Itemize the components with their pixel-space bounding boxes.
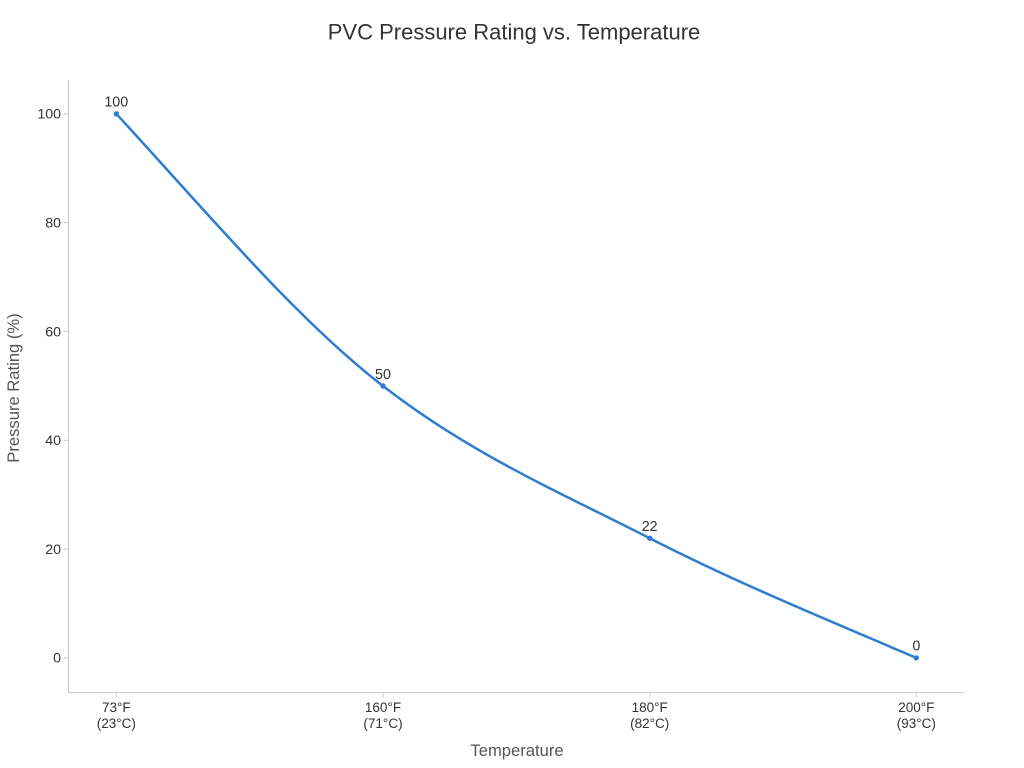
svg-text:(23°C): (23°C)	[97, 716, 136, 731]
svg-text:Temperature: Temperature	[470, 741, 563, 760]
svg-text:73°F: 73°F	[102, 700, 131, 715]
svg-text:160°F: 160°F	[365, 700, 401, 715]
svg-text:80: 80	[45, 215, 61, 231]
svg-text:50: 50	[375, 367, 391, 383]
svg-text:40: 40	[45, 433, 61, 449]
svg-text:(93°C): (93°C)	[897, 716, 936, 731]
svg-text:200°F: 200°F	[898, 700, 934, 715]
svg-text:100: 100	[37, 107, 61, 123]
svg-text:180°F: 180°F	[632, 700, 668, 715]
svg-text:20: 20	[45, 542, 61, 558]
svg-text:PVC Pressure Rating vs. Temper: PVC Pressure Rating vs. Temperature	[328, 20, 701, 45]
svg-text:60: 60	[45, 324, 61, 340]
svg-text:0: 0	[53, 651, 61, 667]
svg-text:100: 100	[104, 95, 128, 111]
svg-text:22: 22	[642, 519, 658, 535]
svg-text:Pressure Rating (%): Pressure Rating (%)	[4, 313, 23, 462]
svg-text:0: 0	[912, 639, 920, 655]
svg-text:(71°C): (71°C)	[363, 716, 402, 731]
svg-text:(82°C): (82°C)	[630, 716, 669, 731]
